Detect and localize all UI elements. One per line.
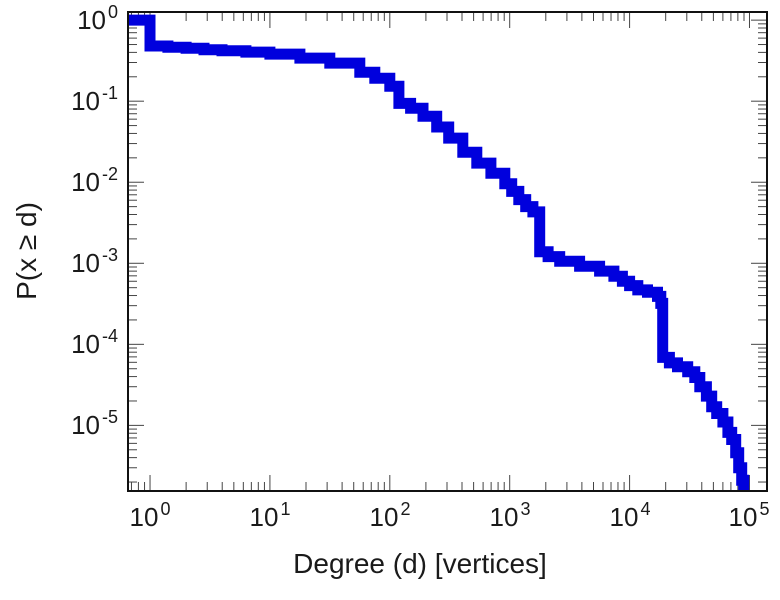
x-tick-label: 10 3 [489,499,531,532]
ccdf-curve [128,14,750,491]
y-tick-label: 10 0 [77,2,118,35]
y-tick-label: 10 -5 [71,407,118,440]
y-tick-label: 10 -2 [71,164,118,197]
axis-frame [127,11,768,492]
y-tick-label: 10 -1 [71,83,118,116]
x-tick-label: 10 5 [728,499,770,532]
x-axis-title: Degree (d) [vertices] [293,548,547,579]
x-tick-label: 10 2 [369,499,411,532]
y-axis-title: P(x ≥ d) [11,202,42,300]
x-tick-label: 10 1 [249,499,291,532]
y-tick-label: 10 -4 [71,326,118,359]
x-tick-label: 10 0 [129,499,171,532]
x-tick-label: 10 4 [609,499,651,532]
y-tick-label: 10 -3 [71,245,118,278]
